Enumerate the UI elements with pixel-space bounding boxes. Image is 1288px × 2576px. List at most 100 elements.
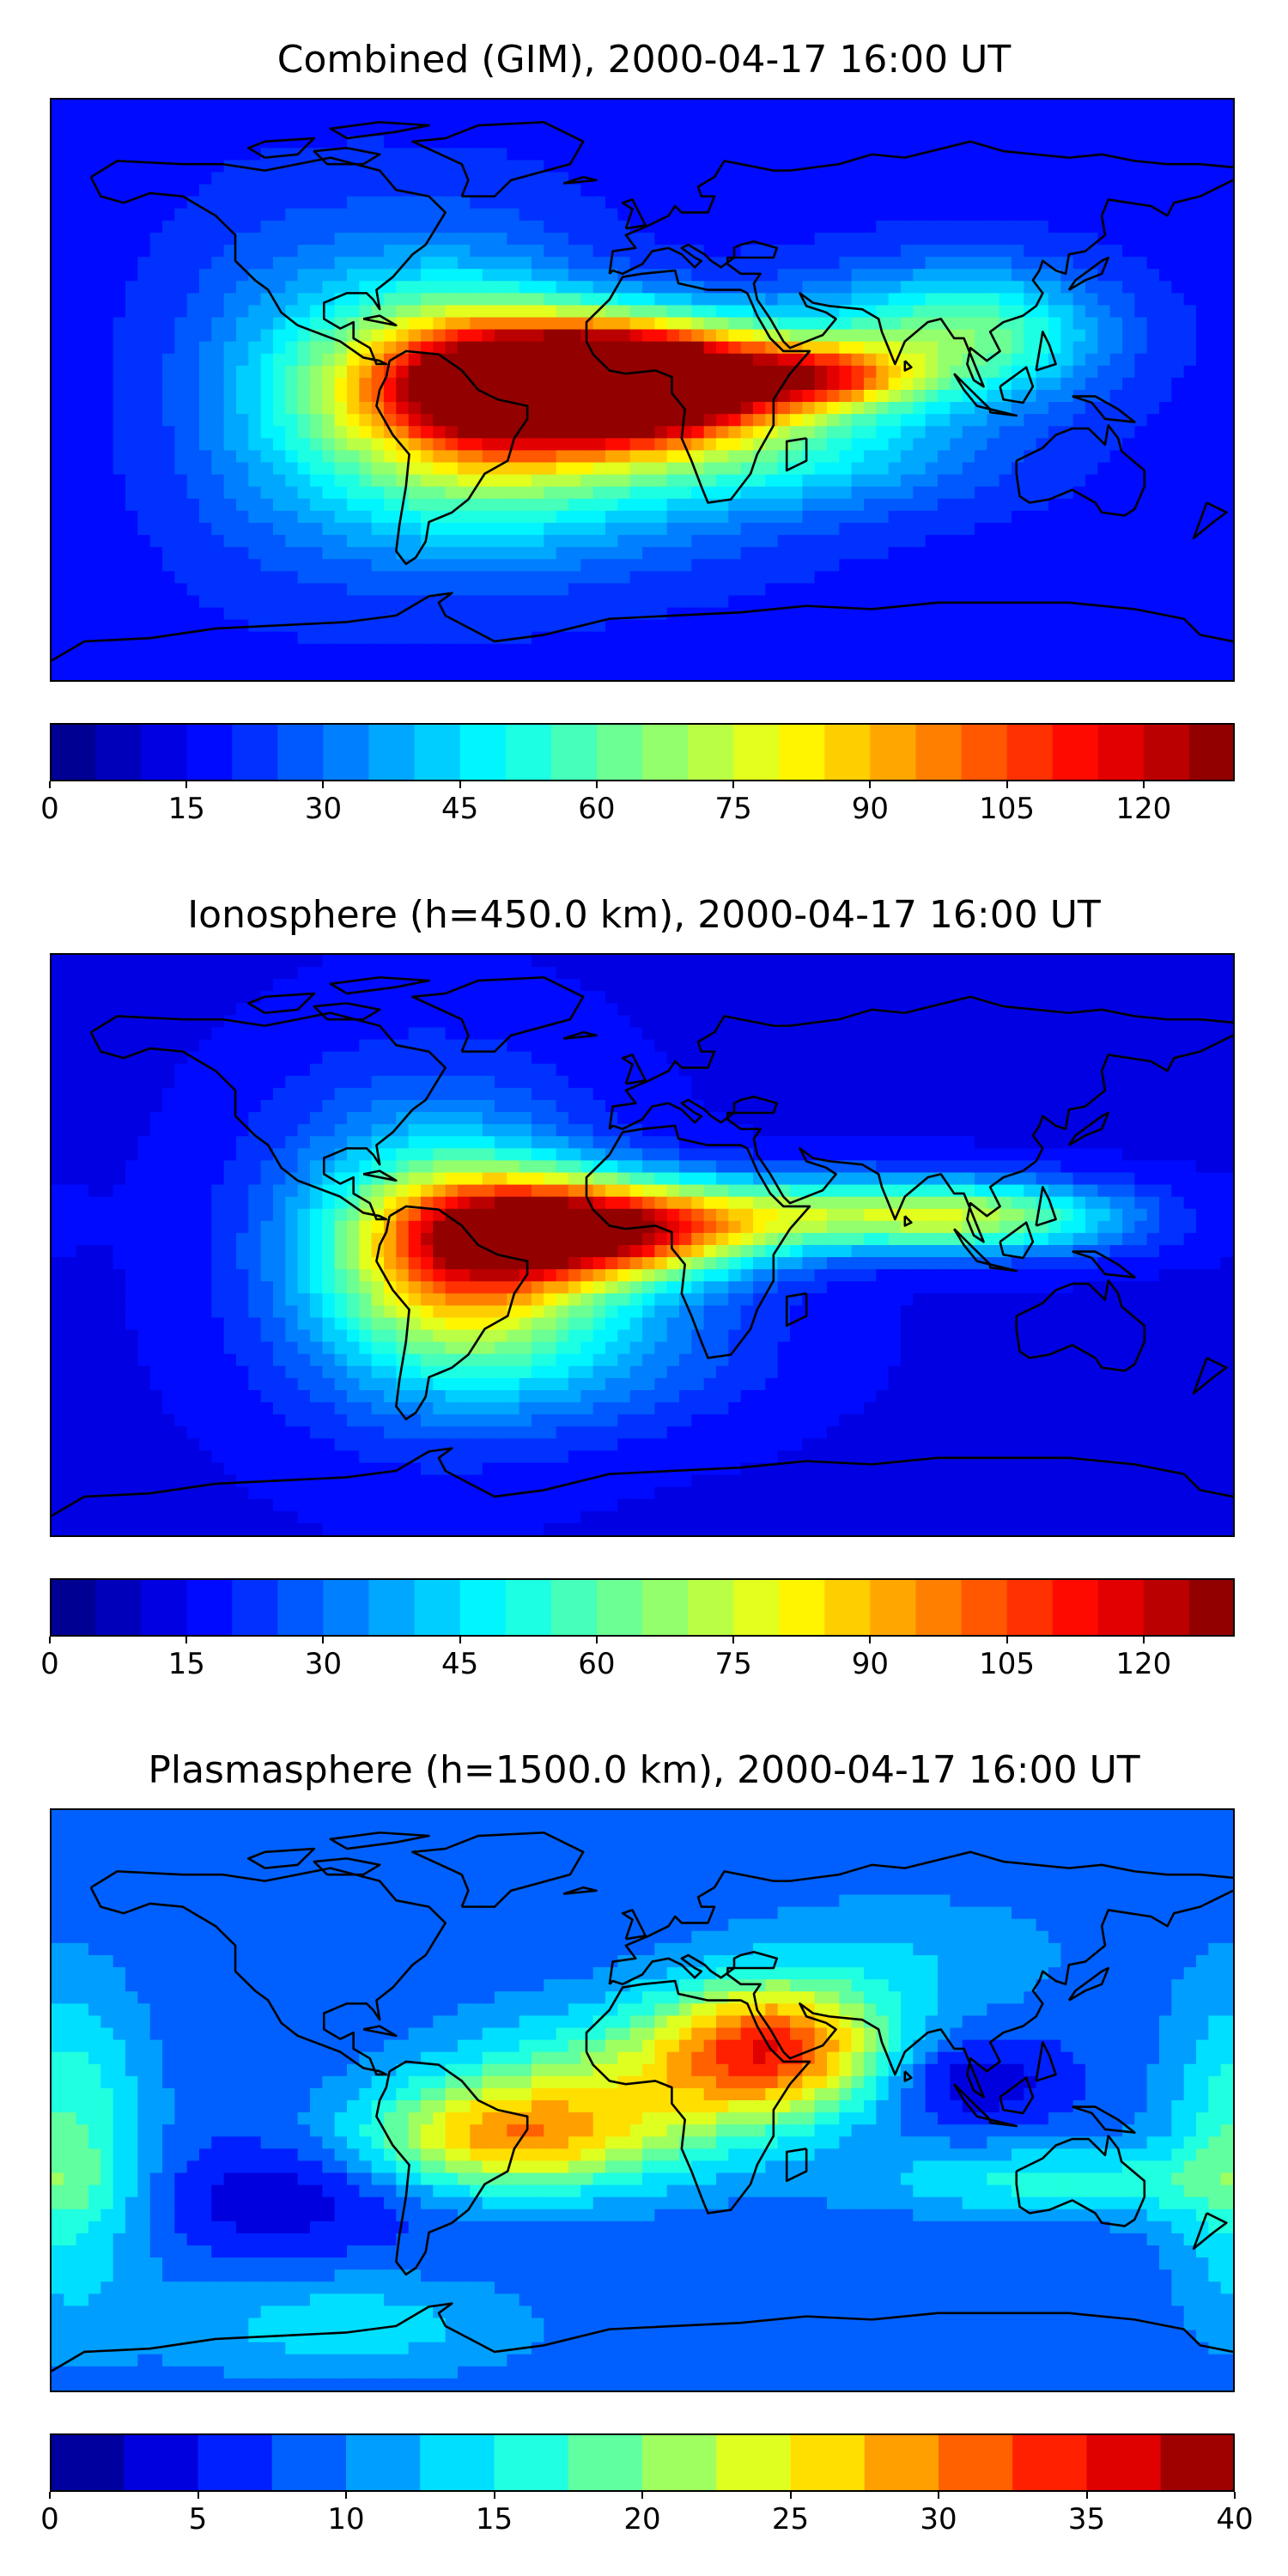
field-cell xyxy=(1060,232,1074,246)
field-cell xyxy=(359,619,373,633)
field-cell xyxy=(433,571,447,584)
field-cell xyxy=(52,571,64,584)
field-cell xyxy=(310,979,323,992)
field-cell xyxy=(1146,955,1160,968)
field-cell xyxy=(938,631,951,645)
field-cell xyxy=(814,148,828,161)
field-cell xyxy=(716,426,729,439)
field-cell xyxy=(987,245,1000,258)
field-cell xyxy=(1024,353,1037,367)
field-cell xyxy=(876,462,890,476)
field-cell xyxy=(790,402,803,415)
field-cell xyxy=(580,535,594,548)
field-cell xyxy=(1146,100,1160,112)
field-cell xyxy=(297,619,311,633)
field-cell xyxy=(285,631,299,645)
field-cell xyxy=(174,643,188,657)
field-cell xyxy=(186,559,200,572)
field-cell xyxy=(297,148,311,161)
field-cell xyxy=(999,498,1012,512)
field-cell xyxy=(260,402,274,415)
field-cell xyxy=(52,414,64,427)
field-cell xyxy=(260,667,274,680)
field-cell xyxy=(1036,607,1049,621)
colorbar-bin xyxy=(1052,723,1099,781)
field-cell xyxy=(260,377,274,391)
field-cell xyxy=(1220,220,1233,234)
field-cell xyxy=(580,196,594,210)
field-cell xyxy=(64,232,77,246)
field-cell xyxy=(100,595,114,609)
field-cell xyxy=(482,667,495,680)
field-cell xyxy=(802,414,816,427)
field-cell xyxy=(666,498,680,512)
field-cell xyxy=(679,293,692,307)
field-cell xyxy=(371,474,385,488)
field-cell xyxy=(495,402,507,415)
field-cell xyxy=(999,269,1012,282)
field-cell xyxy=(962,269,975,282)
field-cell xyxy=(149,112,163,125)
field-cell xyxy=(679,341,692,355)
field-cell xyxy=(248,631,262,645)
field-cell xyxy=(482,426,495,439)
field-cell xyxy=(433,390,447,403)
field-cell xyxy=(901,619,914,633)
field-cell xyxy=(1085,124,1098,137)
field-cell xyxy=(125,353,138,367)
field-cell xyxy=(888,390,902,403)
field-cell xyxy=(580,955,594,968)
field-cell xyxy=(1085,535,1098,548)
field-cell xyxy=(827,257,840,270)
field-cell xyxy=(814,281,828,294)
field-cell xyxy=(433,583,447,597)
field-cell xyxy=(728,184,742,197)
field-cell xyxy=(112,220,126,234)
field-cell xyxy=(236,377,249,391)
field-cell xyxy=(1220,474,1233,488)
field-cell xyxy=(703,522,717,536)
field-cell xyxy=(987,377,1000,391)
field-cell xyxy=(999,426,1012,439)
field-cell xyxy=(495,232,507,246)
field-cell xyxy=(962,402,975,415)
field-cell xyxy=(679,486,692,500)
field-cell xyxy=(728,474,742,488)
field-cell xyxy=(864,498,877,512)
field-cell xyxy=(1171,353,1185,367)
field-cell xyxy=(519,390,532,403)
field-cell xyxy=(938,136,951,149)
field-cell xyxy=(310,293,323,307)
field-cell xyxy=(162,269,175,282)
field-cell xyxy=(273,991,286,1004)
field-cell xyxy=(827,583,840,597)
field-cell xyxy=(592,486,606,500)
field-cell xyxy=(137,220,151,234)
field-cell xyxy=(962,535,975,548)
field-cell xyxy=(359,559,373,572)
field-cell xyxy=(1146,305,1160,319)
field-cell xyxy=(1208,619,1222,633)
field-cell xyxy=(396,353,410,367)
field-cell xyxy=(1134,522,1148,536)
field-cell xyxy=(580,595,594,609)
field-cell xyxy=(88,317,101,331)
field-cell xyxy=(273,402,286,415)
field-cell xyxy=(703,269,717,282)
field-cell xyxy=(827,955,840,968)
field-cell xyxy=(753,955,766,968)
field-cell xyxy=(334,353,348,367)
field-cell xyxy=(777,365,791,379)
field-cell xyxy=(162,136,175,149)
field-cell xyxy=(371,619,385,633)
field-cell xyxy=(100,967,114,980)
field-cell xyxy=(580,353,594,367)
field-cell xyxy=(1109,583,1123,597)
field-cell xyxy=(888,426,902,439)
field-cell xyxy=(223,498,237,512)
field-cell xyxy=(592,667,606,680)
field-cell xyxy=(728,281,742,294)
field-cell xyxy=(913,232,927,246)
field-cell xyxy=(716,208,729,222)
field-cell xyxy=(1220,486,1233,500)
